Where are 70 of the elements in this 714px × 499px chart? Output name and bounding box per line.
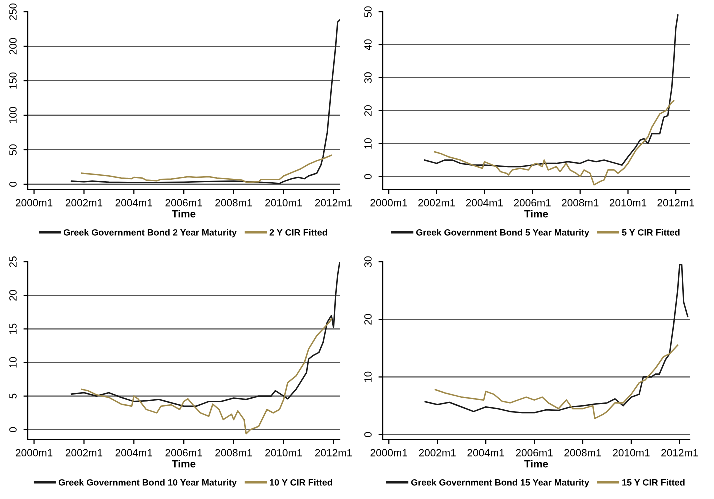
x-tick-label: 2006m1 xyxy=(166,449,202,457)
x-tick-label: 2002m1 xyxy=(66,199,103,207)
x-tick-label: 2002m1 xyxy=(419,449,456,457)
legend-label: 2 Y CIR Fitted xyxy=(270,229,328,236)
x-tick-label: 2006m1 xyxy=(514,199,551,207)
y-tick-label: 50 xyxy=(10,144,17,156)
y-tick-label: 20 xyxy=(364,106,372,116)
x-tick-label: 2002m1 xyxy=(66,449,103,457)
y-tick-label: 10 xyxy=(364,372,372,382)
x-axis-title: Time xyxy=(524,460,548,468)
y-tick-label: 0 xyxy=(10,182,17,187)
x-tick-label: 2008m1 xyxy=(564,449,602,457)
y-tick-label: 0 xyxy=(364,432,372,438)
x-tick-label: 2000m1 xyxy=(370,449,408,457)
x-tick-label: 2012m1 xyxy=(658,199,694,207)
x-tick-label: 2008m1 xyxy=(216,449,252,457)
line-series xyxy=(70,262,340,408)
line-series xyxy=(434,100,675,186)
legend-label: 15 Y CIR Fitted xyxy=(622,479,685,486)
line-series xyxy=(424,264,689,414)
x-tick-label: 2004m1 xyxy=(468,449,504,457)
x-tick-label: 2000m1 xyxy=(370,199,408,207)
y-tick-label: 50 xyxy=(364,6,372,18)
y-tick-label: 5 xyxy=(10,394,17,399)
y-tick-label: 40 xyxy=(364,40,372,51)
y-tick-label: 10 xyxy=(364,138,372,149)
y-tick-label: 20 xyxy=(10,290,17,301)
legend-label: 10 Y CIR Fitted xyxy=(270,479,332,486)
x-tick-label: 2000m1 xyxy=(16,199,53,207)
y-tick-label: 15 xyxy=(10,324,17,334)
line-series xyxy=(81,318,332,435)
x-tick-label: 2008m1 xyxy=(216,199,252,207)
x-tick-label: 2010m1 xyxy=(610,199,647,207)
y-tick-label: 100 xyxy=(10,107,17,124)
x-tick-label: 2012m1 xyxy=(315,199,352,207)
x-tick-label: 2012m1 xyxy=(315,449,352,457)
y-tick-label: 10 xyxy=(10,357,17,368)
x-tick-label: 2010m1 xyxy=(266,449,302,457)
y-tick-label: 30 xyxy=(364,256,372,268)
x-axis-title: Time xyxy=(172,460,196,468)
x-tick-label: 2000m1 xyxy=(16,449,53,457)
x-tick-label: 2012m1 xyxy=(662,449,698,457)
x-tick-label: 2002m1 xyxy=(418,199,456,207)
y-tick-label: 20 xyxy=(364,314,372,325)
y-tick-label: 250 xyxy=(10,4,17,20)
x-tick-label: 2004m1 xyxy=(466,199,504,207)
legend-label: Greek Government Bond 5 Year Maturity xyxy=(416,229,590,238)
legend-label: Greek Government Bond 10 Year Maturity xyxy=(58,479,237,488)
x-tick-label: 2004m1 xyxy=(116,449,152,457)
x-tick-label: 2010m1 xyxy=(613,449,650,457)
legend-label: 5 Y CIR Fitted xyxy=(622,229,680,236)
line-series xyxy=(81,154,332,184)
legend-label: Greek Government Bond 15 Year Maturity xyxy=(411,479,590,488)
y-tick-label: 25 xyxy=(10,256,17,268)
line-series xyxy=(424,14,679,168)
y-tick-label: 0 xyxy=(10,427,17,432)
x-axis-title: Time xyxy=(524,210,548,218)
x-tick-label: 2010m1 xyxy=(266,199,302,207)
y-tick-label: 200 xyxy=(10,38,17,55)
legend-label: Greek Government Bond 2 Year Maturity xyxy=(64,229,237,238)
y-tick-label: 150 xyxy=(10,72,17,89)
x-tick-label: 2006m1 xyxy=(166,199,202,207)
line-series xyxy=(434,344,679,420)
x-tick-label: 2006m1 xyxy=(516,449,553,457)
x-tick-label: 2004m1 xyxy=(116,199,152,207)
x-tick-label: 2008m1 xyxy=(562,199,599,207)
line-series xyxy=(70,20,340,184)
x-axis-title: Time xyxy=(172,210,196,218)
y-tick-label: 0 xyxy=(364,174,372,180)
y-tick-label: 30 xyxy=(364,72,372,84)
